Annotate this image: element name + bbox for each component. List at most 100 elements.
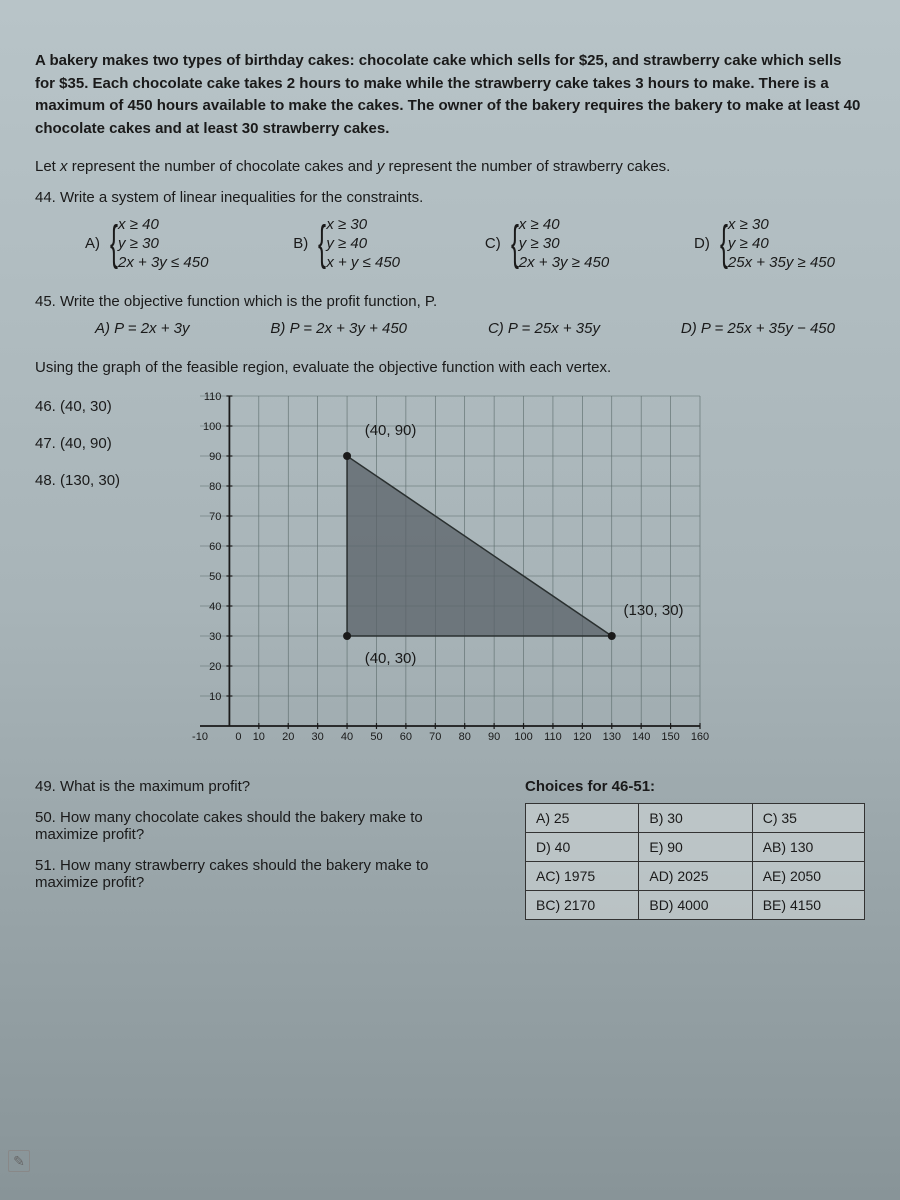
choice-cell: AC) 1975 — [526, 862, 639, 891]
svg-text:80: 80 — [209, 481, 221, 493]
choice-cell: A) 25 — [526, 804, 639, 833]
brace-group-c: { x ≥ 40 y ≥ 30 2x + 3y ≥ 450 — [507, 216, 609, 271]
questions-49-51: 49. What is the maximum profit? 50. How … — [35, 778, 865, 920]
page-hole-icon: ✎ — [8, 1150, 30, 1172]
c-line2: y ≥ 30 — [519, 235, 609, 252]
svg-text:120: 120 — [573, 731, 591, 743]
graph-section: 46. (40, 30) 47. (40, 90) 48. (130, 30) … — [35, 386, 865, 756]
svg-text:140: 140 — [632, 731, 650, 743]
choice-a-label: A) — [85, 235, 100, 252]
svg-text:100: 100 — [514, 731, 532, 743]
choice-d-label: D) — [694, 235, 710, 252]
svg-text:110: 110 — [544, 731, 562, 743]
svg-text:110: 110 — [204, 391, 222, 403]
question-51: 51. How many strawberry cakes should the… — [35, 857, 485, 891]
b-line1: x ≥ 30 — [326, 216, 400, 233]
d-line2: y ≥ 40 — [728, 235, 835, 252]
a-line2: y ≥ 30 — [118, 235, 208, 252]
vertex-46: 46. (40, 30) — [35, 398, 120, 415]
choices-label: Choices for 46-51: — [525, 778, 865, 795]
a-line3: 2x + 3y ≤ 450 — [118, 254, 208, 271]
svg-text:70: 70 — [429, 731, 441, 743]
choice-cell: E) 90 — [639, 833, 752, 862]
let-mid: represent the number of chocolate cakes … — [68, 158, 377, 175]
choices-table: A) 25B) 30C) 35 D) 40E) 90AB) 130 AC) 1975… — [525, 803, 865, 920]
vertex-list: 46. (40, 30) 47. (40, 90) 48. (130, 30) — [35, 386, 120, 756]
question-45: 45. Write the objective function which i… — [35, 293, 865, 310]
svg-text:70: 70 — [209, 511, 221, 523]
choice-cell: C) 35 — [752, 804, 864, 833]
svg-text:(40, 30): (40, 30) — [365, 650, 417, 667]
q44-choices: A) { x ≥ 40 y ≥ 30 2x + 3y ≤ 450 B) { x … — [35, 216, 865, 271]
svg-text:20: 20 — [282, 731, 294, 743]
var-x: x — [60, 158, 68, 175]
using-graph-line: Using the graph of the feasible region, … — [35, 359, 865, 376]
choice-cell: AD) 2025 — [639, 862, 752, 891]
choice-cell: D) 40 — [526, 833, 639, 862]
vertex-48: 48. (130, 30) — [35, 472, 120, 489]
svg-text:(40, 90): (40, 90) — [365, 422, 417, 439]
choice-d: D) { x ≥ 30 y ≥ 40 25x + 35y ≥ 450 — [694, 216, 835, 271]
p45-d: D) P = 25x + 35y − 450 — [681, 320, 835, 337]
b-line2: y ≥ 40 — [326, 235, 400, 252]
vertex-47: 47. (40, 90) — [35, 435, 120, 452]
choice-c-label: C) — [485, 235, 501, 252]
a-line1: x ≥ 40 — [118, 216, 208, 233]
let-pre: Let — [35, 158, 60, 175]
svg-text:100: 100 — [203, 421, 221, 433]
svg-text:10: 10 — [209, 691, 221, 703]
feasible-region-graph: (40, 30) (40, 90) (130, 30) 10 20 30 40 50 60 70 8… — [150, 386, 710, 756]
choice-c: C) { x ≥ 40 y ≥ 30 2x + 3y ≥ 450 — [485, 216, 609, 271]
b-line3: x + y ≤ 450 — [326, 254, 400, 271]
choice-cell: BC) 2170 — [526, 891, 639, 920]
svg-text:50: 50 — [209, 571, 221, 583]
svg-text:(130, 30): (130, 30) — [624, 602, 684, 619]
svg-text:0: 0 — [235, 731, 241, 743]
brace-group-d: { x ≥ 30 y ≥ 40 25x + 35y ≥ 450 — [716, 216, 835, 271]
left-brace-icon: { — [318, 223, 326, 265]
question-44: 44. Write a system of linear inequalitie… — [35, 189, 865, 206]
choice-cell: BD) 4000 — [639, 891, 752, 920]
c-line1: x ≥ 40 — [519, 216, 609, 233]
left-brace-icon: { — [110, 223, 118, 265]
p45-b: B) P = 2x + 3y + 450 — [270, 320, 407, 337]
choice-cell: AB) 130 — [752, 833, 864, 862]
question-49: 49. What is the maximum profit? — [35, 778, 485, 795]
choice-a: A) { x ≥ 40 y ≥ 30 2x + 3y ≤ 450 — [85, 216, 208, 271]
svg-text:30: 30 — [312, 731, 324, 743]
q45-choices: A) P = 2x + 3y B) P = 2x + 3y + 450 C) P… — [35, 320, 865, 337]
d-line1: x ≥ 30 — [728, 216, 835, 233]
choice-b-label: B) — [293, 235, 308, 252]
left-brace-icon: { — [720, 223, 728, 265]
svg-text:10: 10 — [253, 731, 265, 743]
d-line3: 25x + 35y ≥ 450 — [728, 254, 835, 271]
svg-text:50: 50 — [370, 731, 382, 743]
problem-intro: A bakery makes two types of birthday cak… — [35, 50, 865, 140]
c-line3: 2x + 3y ≥ 450 — [519, 254, 609, 271]
brace-group-a: { x ≥ 40 y ≥ 30 2x + 3y ≤ 450 — [106, 216, 208, 271]
p45-a: A) P = 2x + 3y — [95, 320, 190, 337]
svg-text:150: 150 — [661, 731, 679, 743]
p45-c: C) P = 25x + 35y — [488, 320, 600, 337]
choice-cell: AE) 2050 — [752, 862, 864, 891]
svg-text:160: 160 — [691, 731, 709, 743]
brace-group-b: { x ≥ 30 y ≥ 40 x + y ≤ 450 — [314, 216, 400, 271]
svg-text:20: 20 — [209, 661, 221, 673]
svg-text:90: 90 — [488, 731, 500, 743]
choice-cell: BE) 4150 — [752, 891, 864, 920]
svg-text:60: 60 — [400, 731, 412, 743]
choice-cell: B) 30 — [639, 804, 752, 833]
svg-text:40: 40 — [209, 601, 221, 613]
let-statement: Let x represent the number of chocolate … — [35, 158, 865, 175]
svg-text:90: 90 — [209, 451, 221, 463]
svg-text:30: 30 — [209, 631, 221, 643]
let-post: represent the number of strawberry cakes… — [384, 158, 670, 175]
svg-text:80: 80 — [459, 731, 471, 743]
left-brace-icon: { — [511, 223, 519, 265]
svg-text:130: 130 — [603, 731, 621, 743]
svg-text:-10: -10 — [192, 731, 208, 743]
svg-text:40: 40 — [341, 731, 353, 743]
svg-text:60: 60 — [209, 541, 221, 553]
choice-b: B) { x ≥ 30 y ≥ 40 x + y ≤ 450 — [293, 216, 400, 271]
question-50: 50. How many chocolate cakes should the … — [35, 809, 485, 843]
